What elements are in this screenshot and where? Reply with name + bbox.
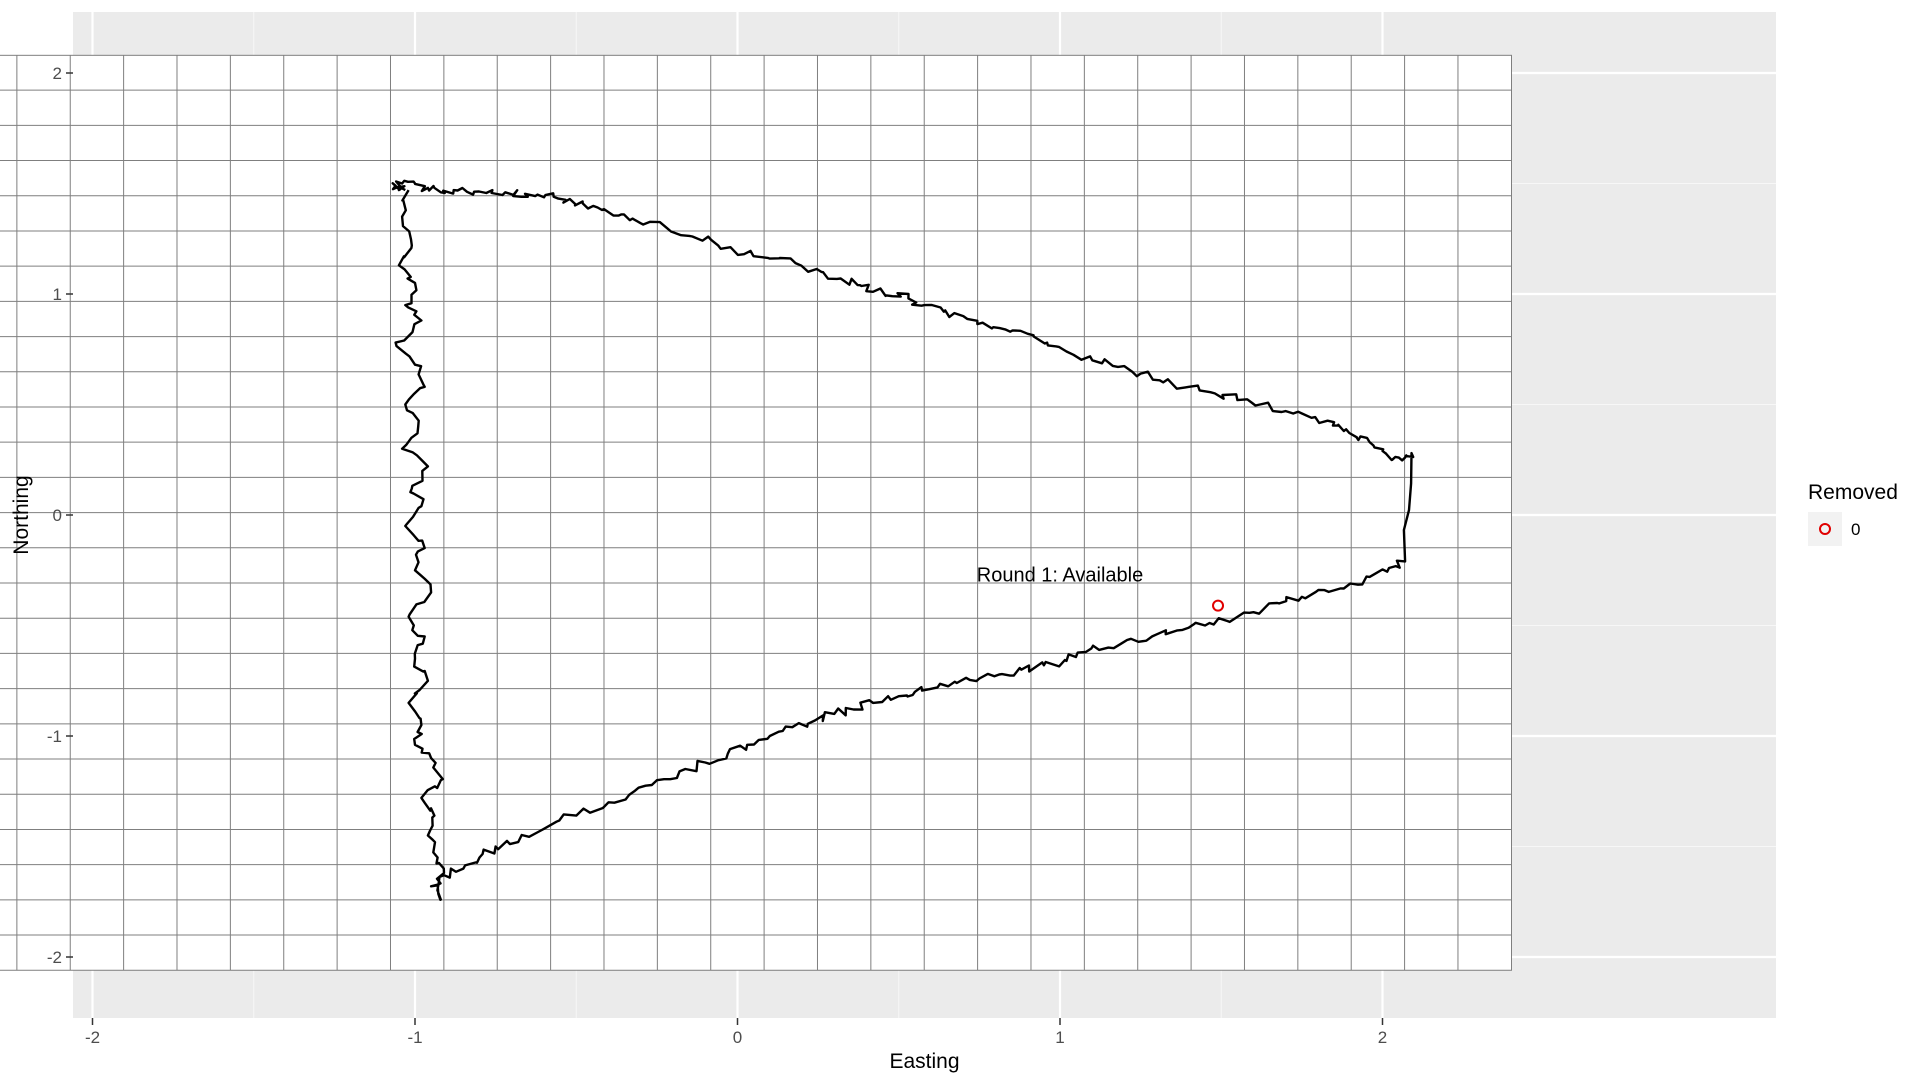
- x-tick-label: -1: [407, 1028, 422, 1047]
- y-axis-title: Northing: [10, 475, 33, 554]
- annotation-label: Round 1: Available: [977, 564, 1143, 586]
- removed-point: [1212, 599, 1225, 612]
- y-tick-label: -2: [47, 948, 62, 967]
- x-tick-label: 1: [1055, 1028, 1064, 1047]
- x-tick-label: -2: [85, 1028, 100, 1047]
- legend-label: 0: [1851, 520, 1860, 539]
- y-tick-label: 2: [53, 64, 62, 83]
- legend-key-icon: [1819, 523, 1831, 535]
- y-tick-label: -1: [47, 727, 62, 746]
- track-line: [391, 179, 1415, 901]
- y-tick-label: 1: [53, 285, 62, 304]
- legend-key-background: [1808, 512, 1842, 546]
- x-axis-title: Easting: [889, 1050, 959, 1073]
- y-tick-label: 0: [53, 506, 62, 525]
- x-tick-label: 2: [1378, 1028, 1387, 1047]
- x-tick-label: 0: [733, 1028, 742, 1047]
- legend-title: Removed: [1808, 481, 1898, 504]
